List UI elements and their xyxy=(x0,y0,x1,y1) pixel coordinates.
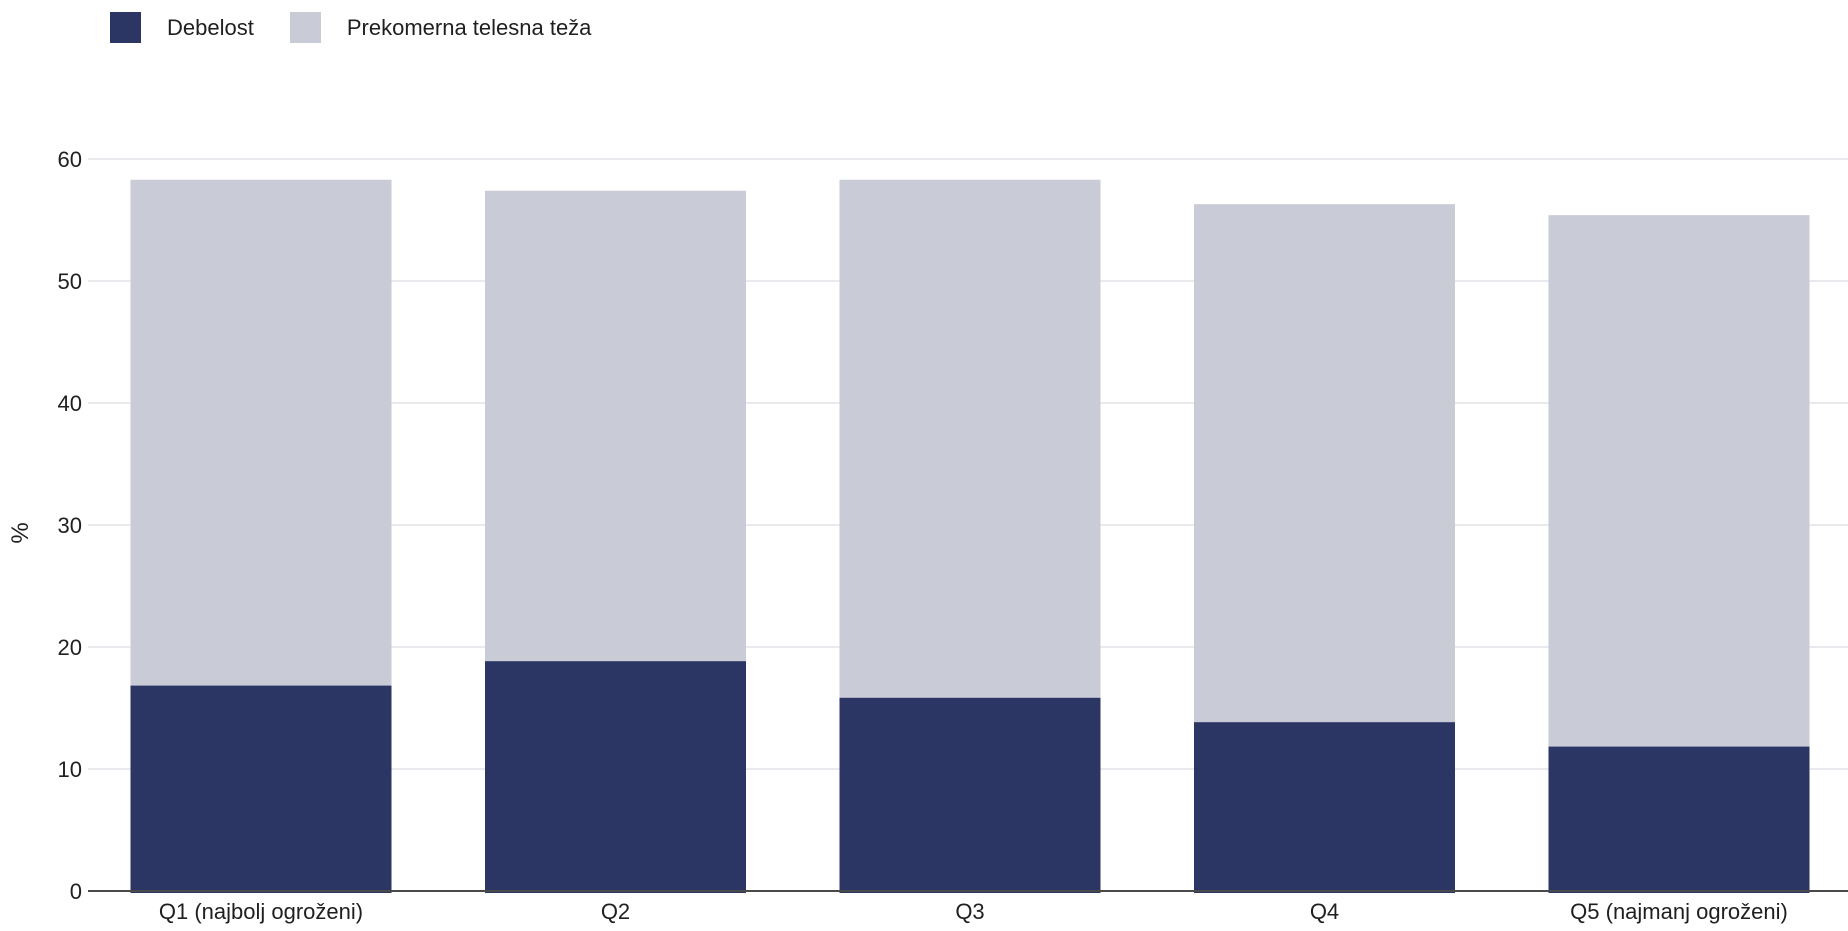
bar-debelost-1 xyxy=(130,683,392,893)
x-tick-label-5: Q5 (najmanj ogroženi) xyxy=(1570,899,1788,924)
bar-prekomerna-telesna-te-a-1 xyxy=(130,179,392,686)
legend: Debelost Prekomerna telesna teža xyxy=(110,12,591,43)
bar-debelost-5 xyxy=(1548,744,1810,893)
bar-debelost-4 xyxy=(1194,720,1455,893)
bar-prekomerna-telesna-te-a-3 xyxy=(839,179,1101,698)
x-tick-label-4: Q4 xyxy=(1310,899,1339,924)
y-tick-label-30: 30 xyxy=(58,513,82,538)
y-tick-label-20: 20 xyxy=(58,635,82,660)
y-tick-label-50: 50 xyxy=(58,269,82,294)
bar-prekomerna-telesna-te-a-2 xyxy=(485,190,746,662)
x-tick-label-2: Q2 xyxy=(601,899,630,924)
bar-debelost-2 xyxy=(485,659,746,893)
y-tick-label-10: 10 xyxy=(58,757,82,782)
y-axis-title: % xyxy=(7,522,34,543)
legend-swatch-debelost xyxy=(110,12,141,43)
bar-prekomerna-telesna-te-a-4 xyxy=(1194,204,1455,723)
bar-prekomerna-telesna-te-a-5 xyxy=(1548,215,1810,747)
legend-swatch-prekomerna-telesna-teza xyxy=(289,12,321,43)
bar-debelost-3 xyxy=(839,695,1101,893)
x-tick-label-3: Q3 xyxy=(955,899,984,924)
legend-item-prekomerna-telesna-teza[interactable]: Prekomerna telesna teža xyxy=(289,12,592,43)
legend-item-debelost[interactable]: Debelost xyxy=(110,12,254,43)
y-tick-label-60: 60 xyxy=(58,147,82,172)
legend-label-prekomerna-telesna-teza: Prekomerna telesna teža xyxy=(346,14,592,40)
legend-label-debelost: Debelost xyxy=(167,14,254,40)
x-tick-label-1: Q1 (najbolj ogroženi) xyxy=(159,899,363,924)
y-tick-label-40: 40 xyxy=(58,391,82,416)
y-tick-label-0: 0 xyxy=(70,879,82,904)
